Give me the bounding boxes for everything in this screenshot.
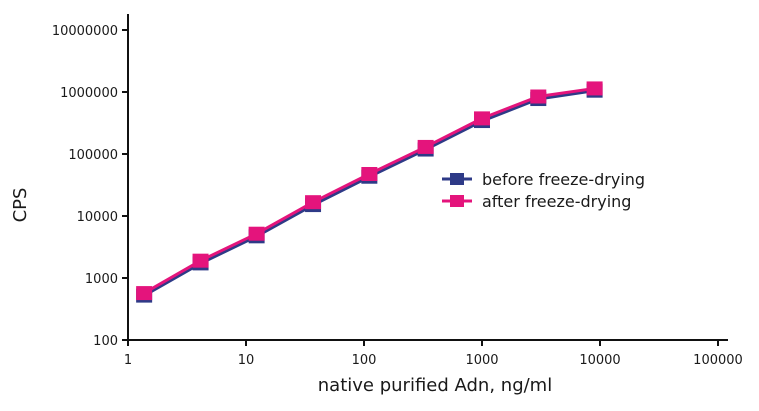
- legend: before freeze-drying after freeze-drying: [442, 170, 645, 211]
- data-point-2: [361, 167, 378, 182]
- data-point-2: [305, 195, 322, 210]
- axes: 100 1000 10000 100000 1000000 10000000 1 10 100 1…: [52, 14, 743, 368]
- x-tick-label: 1: [124, 353, 132, 368]
- y-tick-label: 100000: [68, 148, 118, 163]
- x-tick-label: 1000: [465, 353, 498, 368]
- x-tick-label: 100000: [693, 353, 743, 368]
- data-point-2: [417, 139, 434, 154]
- y-tick-label: 100: [93, 334, 118, 349]
- legend-label-1: before freeze-drying: [482, 170, 645, 189]
- data-point-2: [474, 111, 490, 126]
- legend-marker-1: [450, 173, 464, 185]
- data-point-2: [586, 81, 603, 96]
- series-line-2: [143, 86, 595, 295]
- data-point-2: [192, 253, 209, 268]
- legend-label-2: after freeze-drying: [482, 192, 631, 211]
- x-axis-label: native purified Adn, ng/ml: [318, 375, 552, 396]
- y-tick-label: 10000: [77, 210, 118, 225]
- y-tick-label: 1000: [85, 272, 118, 287]
- data-point-2: [136, 286, 153, 301]
- data-point-2: [248, 226, 265, 241]
- legend-marker-2: [450, 195, 464, 207]
- y-tick-label: 1000000: [60, 86, 118, 101]
- y-tick-label: 10000000: [52, 24, 118, 39]
- data-point-2: [530, 89, 547, 104]
- series-layer: [136, 81, 603, 303]
- x-tick-label: 100: [352, 353, 377, 368]
- y-axis-label: CPS: [10, 188, 31, 223]
- x-tick-label: 10000: [579, 353, 620, 368]
- x-tick-label: 10: [238, 353, 255, 368]
